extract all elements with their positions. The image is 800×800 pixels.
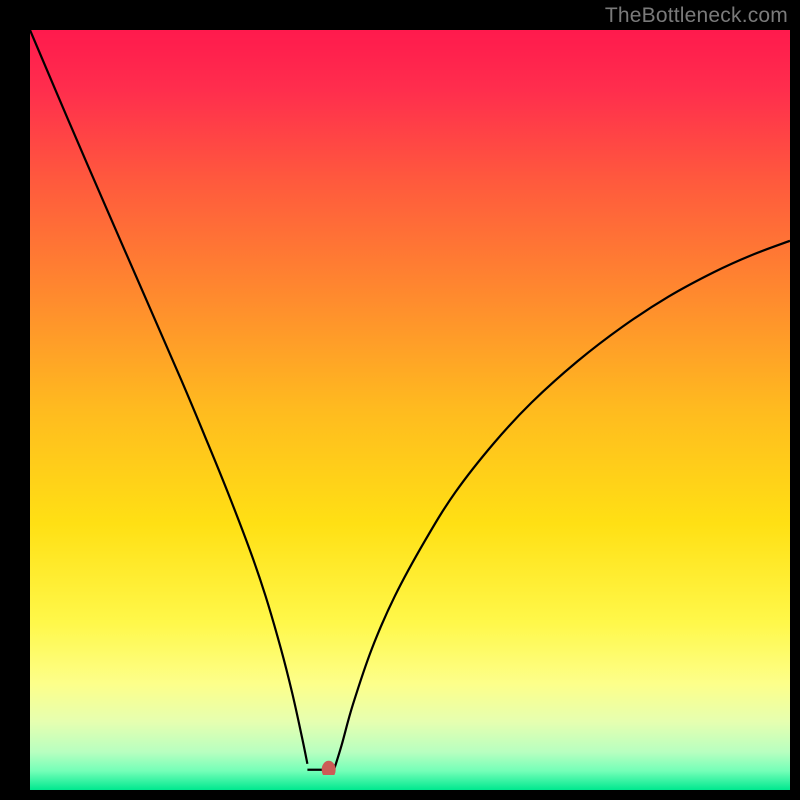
plot-area — [30, 30, 790, 775]
bottleneck-curve — [30, 30, 790, 775]
optimum-marker — [322, 761, 336, 775]
watermark-text: TheBottleneck.com — [605, 4, 788, 28]
chart-frame: TheBottleneck.com — [0, 0, 800, 800]
